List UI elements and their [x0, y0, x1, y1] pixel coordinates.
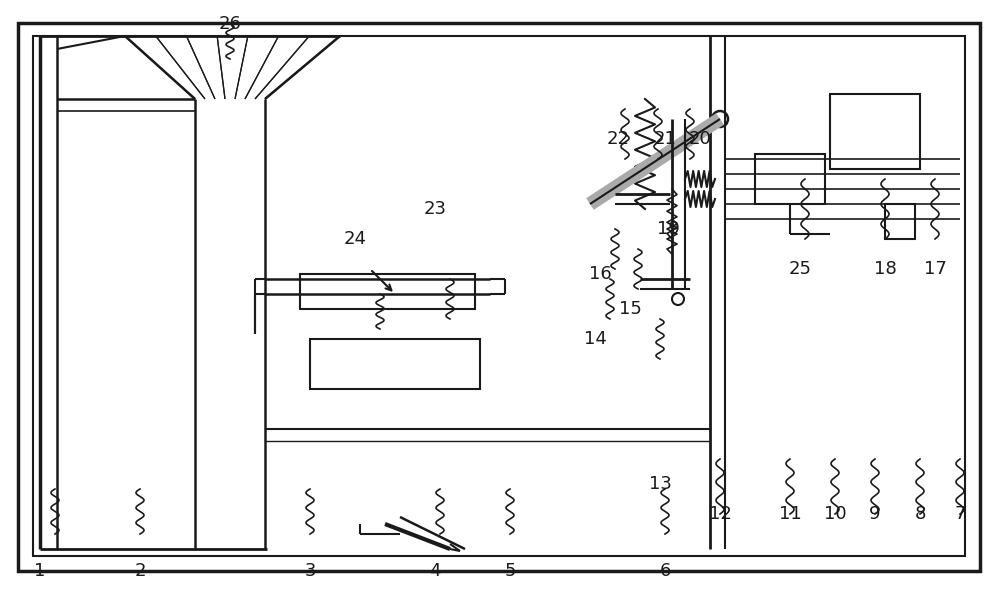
Text: 6: 6: [659, 562, 671, 580]
Text: 9: 9: [869, 505, 881, 523]
Text: 16: 16: [589, 265, 611, 283]
Text: 22: 22: [606, 130, 630, 148]
Text: 26: 26: [219, 15, 241, 33]
Bar: [300, 274, 475, 309]
Text: 14: 14: [584, 330, 606, 348]
Text: 15: 15: [619, 300, 641, 318]
Text: 17: 17: [924, 260, 946, 278]
Text: 11: 11: [779, 505, 801, 523]
Text: 25: 25: [788, 260, 811, 278]
Text: 20: 20: [689, 130, 711, 148]
Text: 23: 23: [424, 200, 446, 218]
Text: 3: 3: [304, 562, 316, 580]
Bar: [310, 339, 480, 389]
Text: 10: 10: [824, 505, 846, 523]
Text: 12: 12: [709, 505, 731, 523]
Bar: [755, 154, 825, 204]
Text: 2: 2: [134, 562, 146, 580]
Text: 21: 21: [654, 130, 676, 148]
Text: 1: 1: [34, 562, 46, 580]
Text: 19: 19: [657, 220, 679, 238]
Bar: [33, 36, 965, 556]
Bar: [830, 94, 920, 169]
Text: 5: 5: [504, 562, 516, 580]
Text: 7: 7: [954, 505, 966, 523]
Text: 13: 13: [649, 475, 671, 493]
Text: 18: 18: [874, 260, 896, 278]
Text: 4: 4: [429, 562, 441, 580]
Bar: [885, 204, 915, 239]
Text: 24: 24: [344, 230, 367, 248]
Text: 8: 8: [914, 505, 926, 523]
